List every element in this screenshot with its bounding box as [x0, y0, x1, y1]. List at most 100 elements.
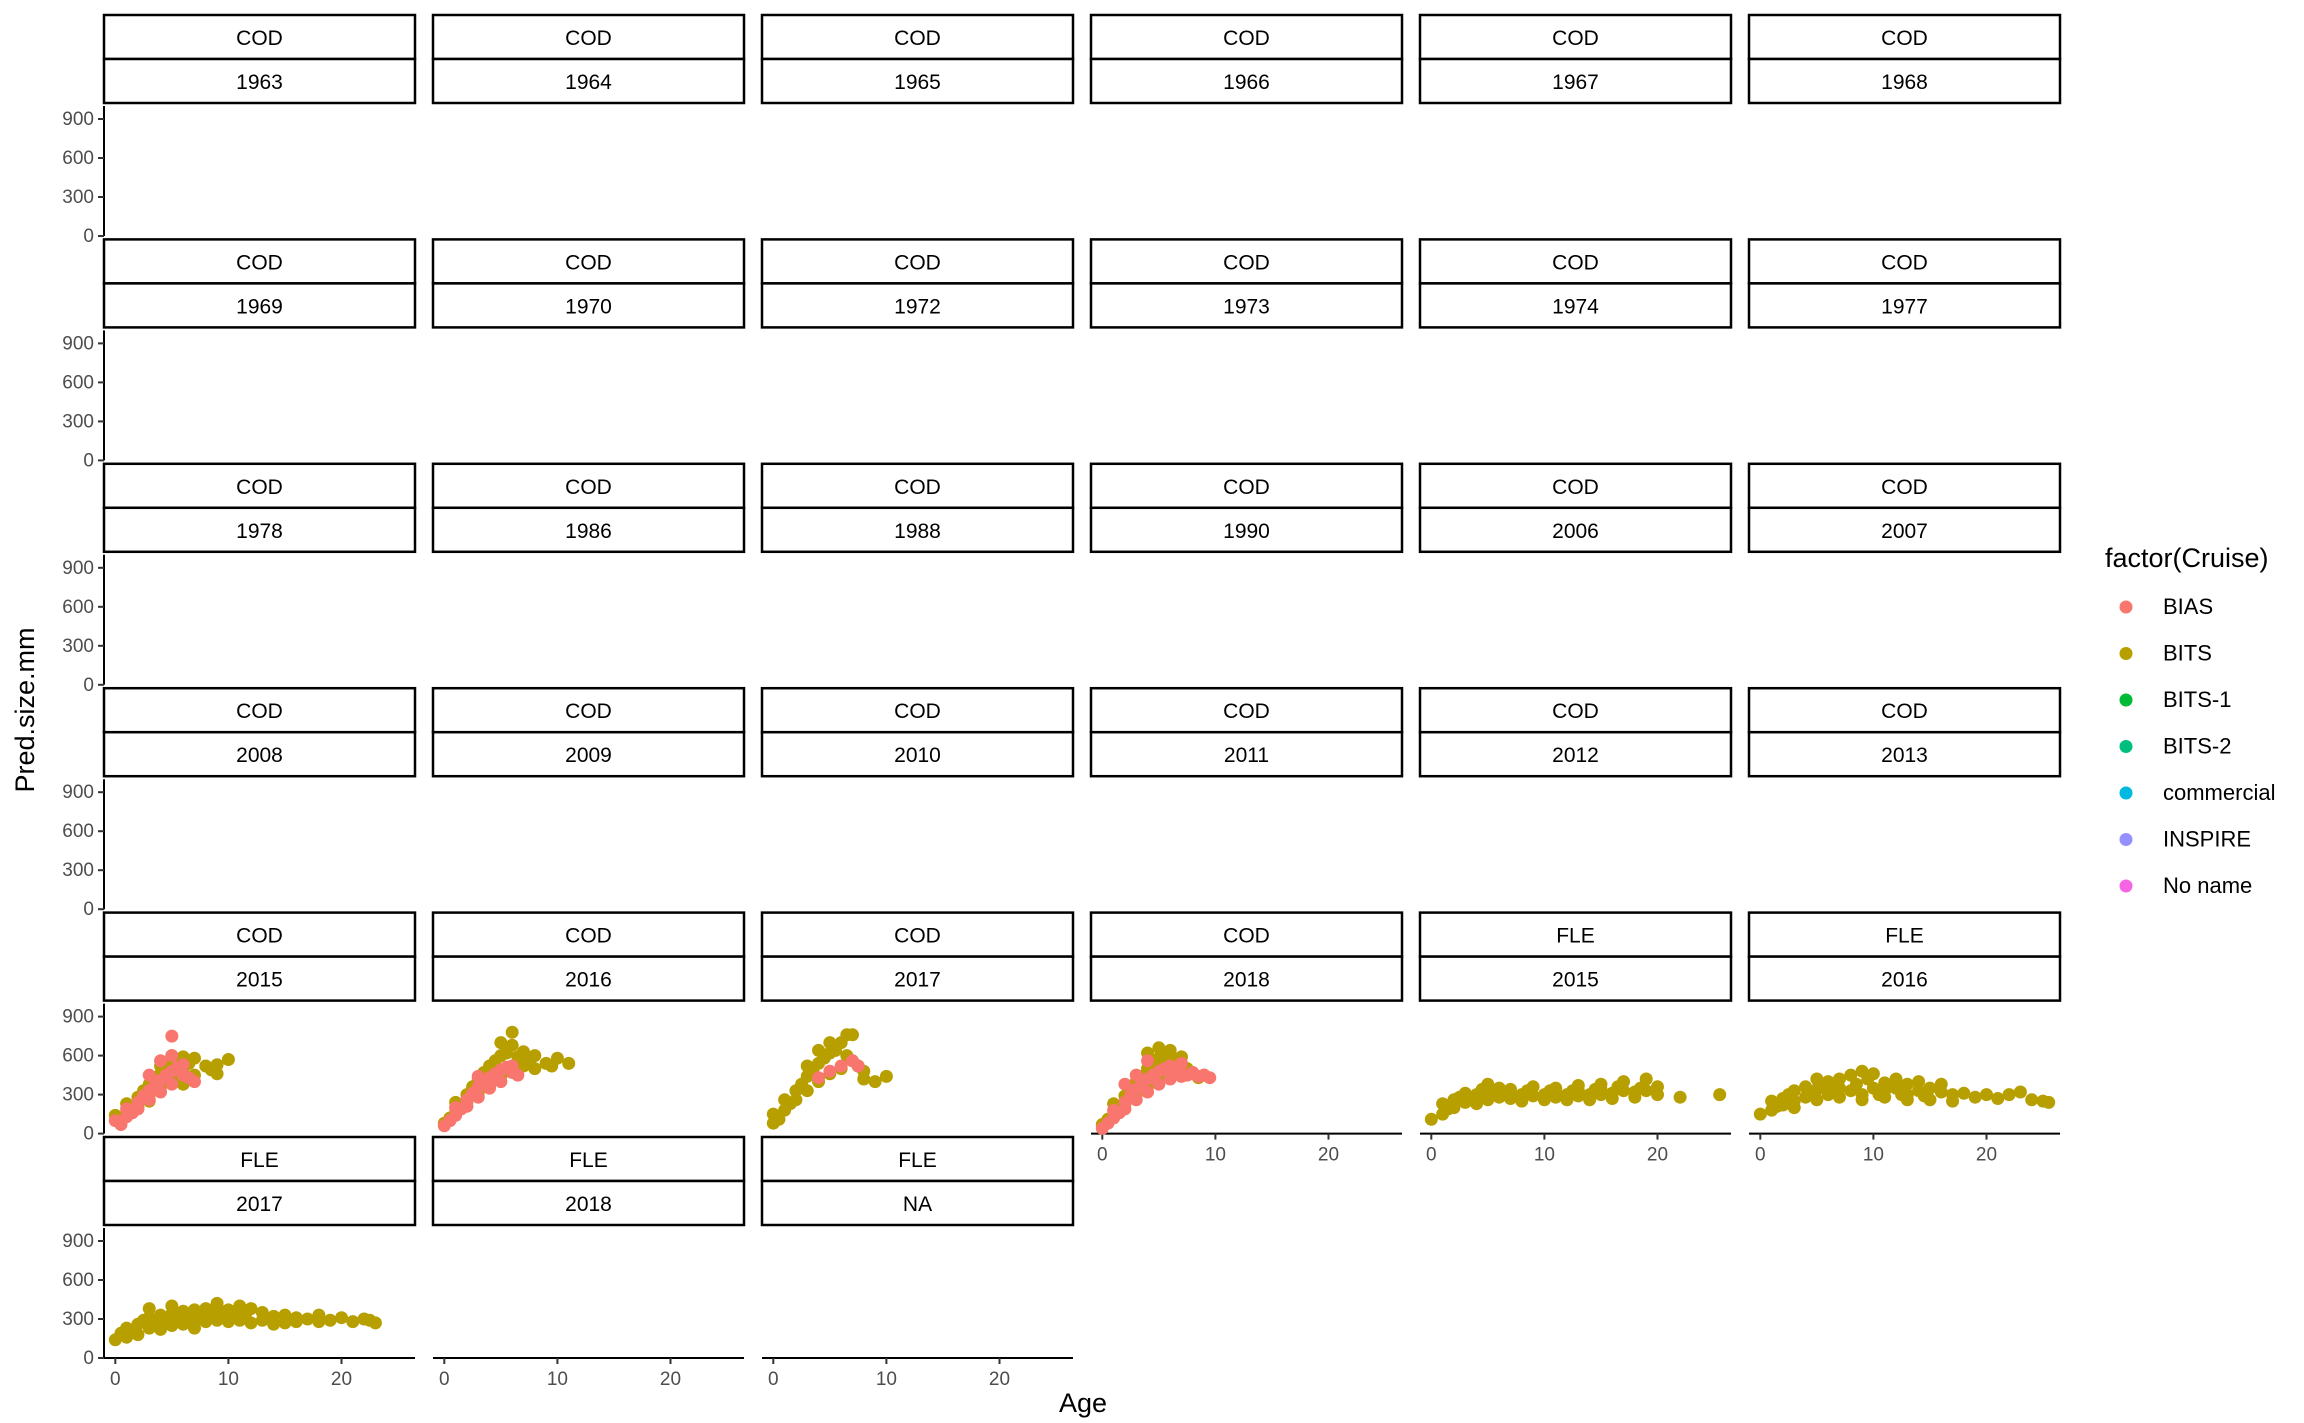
facet-panel: COD 1972 — [760, 238, 1075, 329]
data-point — [165, 1299, 179, 1313]
data-point — [851, 1059, 865, 1073]
strip-year-label: 1970 — [565, 295, 612, 318]
strip-year-box — [1418, 506, 1733, 554]
strip-species-box — [102, 462, 417, 510]
y-tick-label: 0 — [83, 899, 94, 920]
data-point — [368, 1316, 382, 1330]
strip-year-label: 1968 — [1881, 71, 1928, 94]
strip-species-box — [1747, 13, 2062, 61]
strip-species-box — [1089, 911, 1404, 958]
data-point — [1424, 1112, 1438, 1126]
strip-species-label: COD — [1223, 27, 1270, 50]
strip-species-box — [102, 13, 417, 61]
facet-panel: COD 1978 0 300 600 900 — [62, 462, 417, 696]
panels-layer: COD19630300600900COD1964COD1965COD1966CO… — [62, 13, 2062, 1390]
data-point — [1979, 1088, 1993, 1102]
data-point — [1549, 1086, 1563, 1100]
data-point — [187, 1051, 201, 1065]
strip-year-label: 2013 — [1881, 744, 1928, 767]
legend-key — [2119, 879, 2133, 893]
y-tick-label: 0 — [83, 675, 94, 696]
data-point — [1776, 1098, 1790, 1112]
facet-panel: COD 1966 — [1089, 13, 1404, 105]
strip-species-label: COD — [1881, 700, 1928, 723]
x-tick-label: 20 — [1318, 1145, 1339, 1166]
strip-year-box — [1747, 57, 2062, 105]
strip-species-label: COD — [1881, 27, 1928, 50]
strip-species-box — [431, 462, 746, 510]
data-point — [800, 1084, 814, 1098]
strip-year-box — [102, 506, 417, 554]
data-point — [1526, 1089, 1540, 1103]
data-point — [176, 1058, 190, 1072]
strip-year-box — [431, 506, 746, 554]
strip-year-box — [431, 730, 746, 778]
data-point — [165, 1077, 179, 1091]
strip-species-label: COD — [1223, 700, 1270, 723]
strip-species-label: COD — [565, 27, 612, 50]
x-tick-label: 20 — [989, 1369, 1010, 1390]
data-point — [1787, 1084, 1801, 1098]
data-point — [812, 1043, 826, 1057]
data-point — [1713, 1088, 1727, 1102]
strip-year-label: 2015 — [1552, 969, 1599, 992]
data-point — [210, 1067, 224, 1081]
strip-species-label: COD — [565, 251, 612, 274]
x-tick-label: 0 — [110, 1369, 121, 1390]
data-point — [834, 1059, 848, 1073]
data-point — [1617, 1084, 1631, 1098]
strip-year-label: 2006 — [1552, 520, 1599, 543]
facet-panel: COD 2006 — [1418, 462, 1733, 554]
legend-label: BITS-2 — [2163, 734, 2231, 759]
data-point — [845, 1028, 859, 1042]
strip-year-box — [1089, 282, 1404, 329]
y-tick-label: 0 — [83, 1348, 94, 1369]
data-point — [1129, 1093, 1143, 1107]
data-point — [1141, 1085, 1155, 1099]
strip-year-label: 1966 — [1223, 71, 1270, 94]
legend-key — [2119, 600, 2133, 614]
strip-species-box — [102, 1135, 417, 1183]
strip-species-label: COD — [1552, 251, 1599, 274]
data-point — [187, 1075, 201, 1089]
data-point — [1174, 1056, 1188, 1070]
facet-panel: COD 1990 — [1089, 462, 1404, 554]
facet-panel: COD 1974 — [1418, 238, 1733, 329]
y-tick-label: 600 — [62, 372, 94, 393]
data-point — [1889, 1072, 1903, 1086]
facet-panel: COD 1988 — [760, 462, 1075, 554]
data-point — [1129, 1068, 1143, 1082]
x-tick-label: 0 — [1755, 1145, 1766, 1166]
strip-species-label: COD — [236, 476, 283, 499]
x-tick-label: 20 — [1647, 1145, 1668, 1166]
data-point — [221, 1053, 235, 1066]
y-tick-label: 900 — [62, 1231, 94, 1252]
strip-year-label: 2017 — [894, 969, 941, 992]
data-point — [1152, 1041, 1166, 1055]
legend-key — [2119, 693, 2133, 707]
strip-year-box — [102, 282, 417, 329]
x-tick-label: 10 — [876, 1369, 897, 1390]
data-point — [154, 1054, 168, 1068]
facet-panel: COD 2007 — [1747, 462, 2062, 554]
facet-panel: COD 1986 — [431, 462, 746, 554]
data-point — [1832, 1090, 1846, 1104]
data-point — [289, 1315, 303, 1329]
strip-species-label: COD — [1881, 476, 1928, 499]
data-point — [505, 1025, 519, 1039]
x-tick-label: 20 — [331, 1369, 352, 1390]
data-point — [1753, 1107, 1767, 1121]
facet-panel: FLE 2018 0 10 20 — [431, 1135, 746, 1390]
strip-species-label: COD — [1552, 27, 1599, 50]
data-point — [323, 1313, 337, 1327]
y-tick-label: 900 — [62, 558, 94, 579]
data-point — [1141, 1054, 1155, 1068]
y-tick-label: 0 — [83, 1124, 94, 1145]
data-point — [2042, 1095, 2056, 1109]
data-point — [244, 1316, 258, 1330]
data-point — [550, 1051, 564, 1065]
strip-species-box — [1089, 686, 1404, 734]
x-tick-label: 0 — [1097, 1145, 1108, 1166]
strip-year-label: 2018 — [1223, 969, 1270, 992]
legend-entries: BIAS BITS BITS-1 BITS-2 commercial INSPIRE No … — [2119, 594, 2275, 898]
